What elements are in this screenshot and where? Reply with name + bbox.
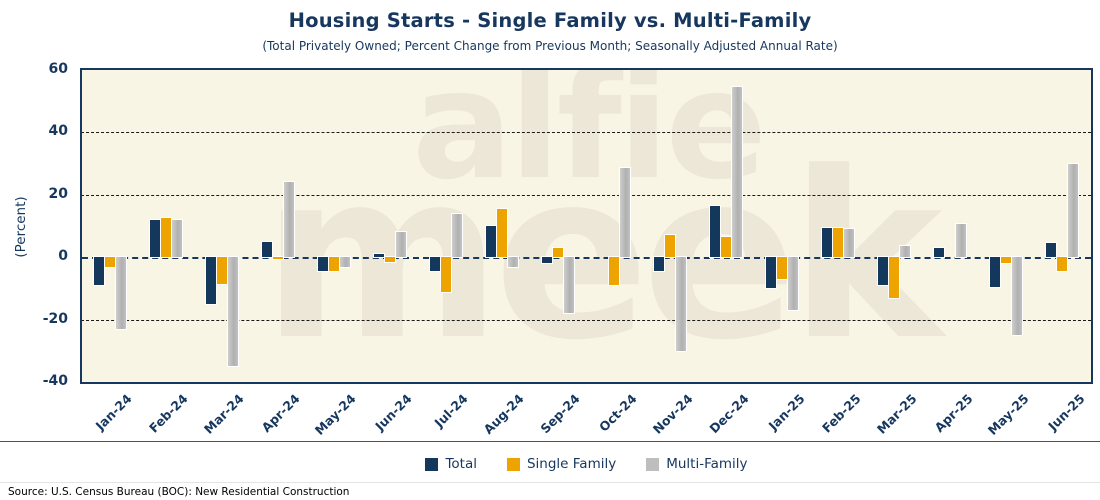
bar-single-family-nov-24 <box>664 234 677 259</box>
bar-total-dec-24 <box>709 204 722 259</box>
bar-multi-family-apr-25 <box>955 223 968 259</box>
bar-single-family-aug-24 <box>495 207 508 259</box>
bar-total-jul-24 <box>428 256 441 273</box>
chart-subtitle: (Total Privately Owned; Percent Change f… <box>262 39 838 53</box>
bar-total-sep-24 <box>540 256 553 265</box>
bar-single-family-dec-24 <box>720 235 733 259</box>
source-note: Source: U.S. Census Bureau (BOC): New Re… <box>8 486 350 498</box>
bar-total-jan-24 <box>92 256 105 287</box>
bar-multi-family-may-24 <box>338 256 351 268</box>
bar-single-family-apr-24 <box>271 256 284 260</box>
legend-source-separator <box>0 482 1100 483</box>
bar-multi-family-jun-24 <box>394 231 407 259</box>
bar-total-jun-24 <box>372 253 385 259</box>
y-tick-40: 40 <box>48 123 68 140</box>
bar-single-family-jul-24 <box>439 256 452 293</box>
legend-label: Total <box>445 456 477 472</box>
bar-multi-family-apr-24 <box>282 181 295 259</box>
y-tick-60: 60 <box>48 61 68 77</box>
legend-swatch-icon <box>646 457 660 471</box>
chart-title: Housing Starts - Single Family vs. Multi… <box>288 9 812 32</box>
bar-total-may-25 <box>989 256 1002 288</box>
chart-bottom-separator <box>0 441 1100 442</box>
bar-total-may-24 <box>316 256 329 273</box>
bar-single-family-feb-24 <box>159 217 172 259</box>
legend-item-total: Total <box>425 456 477 472</box>
bar-single-family-jan-24 <box>103 256 116 268</box>
bar-single-family-jun-24 <box>383 256 396 263</box>
bar-multi-family-jun-25 <box>1067 162 1080 259</box>
y-tick--40: -40 <box>42 373 68 389</box>
gridline-20 <box>82 194 1091 196</box>
y-axis-title: (Percent) <box>13 196 29 258</box>
bar-multi-family-feb-24 <box>170 218 183 259</box>
plot-area: alfie meek <box>82 70 1091 382</box>
bar-single-family-feb-25 <box>832 226 845 259</box>
bar-multi-family-sep-24 <box>562 256 575 315</box>
bar-multi-family-may-25 <box>1011 256 1024 337</box>
legend-swatch-icon <box>425 457 439 471</box>
bar-multi-family-nov-24 <box>675 256 688 352</box>
bar-multi-family-mar-25 <box>899 245 912 259</box>
y-tick--20: -20 <box>42 310 68 327</box>
bar-multi-family-mar-24 <box>226 256 239 368</box>
bar-total-mar-25 <box>877 256 890 287</box>
gridline--20 <box>82 319 1091 321</box>
bar-multi-family-jan-24 <box>114 256 127 330</box>
bar-multi-family-feb-25 <box>843 228 856 259</box>
legend: Total Single Family Multi-Family <box>82 456 1091 472</box>
bar-multi-family-aug-24 <box>506 256 519 268</box>
bar-multi-family-dec-24 <box>731 86 744 259</box>
bar-single-family-may-25 <box>1000 256 1013 265</box>
gridline-40 <box>82 132 1091 134</box>
bar-single-family-mar-25 <box>888 256 901 299</box>
bar-total-apr-24 <box>260 240 273 259</box>
legend-label: Multi-Family <box>666 456 748 472</box>
bar-multi-family-jan-25 <box>787 256 800 312</box>
bar-single-family-may-24 <box>327 256 340 273</box>
bar-single-family-oct-24 <box>608 256 621 287</box>
y-tick-0: 0 <box>58 248 68 265</box>
bar-total-feb-25 <box>821 226 834 259</box>
legend-swatch-icon <box>506 457 520 471</box>
bar-single-family-jan-25 <box>776 256 789 281</box>
bar-total-aug-24 <box>484 224 497 259</box>
y-tick-20: 20 <box>48 185 68 202</box>
bar-total-mar-24 <box>204 256 217 305</box>
legend-item-multi-family: Multi-Family <box>646 456 748 472</box>
bar-single-family-sep-24 <box>551 246 564 259</box>
bar-single-family-jun-25 <box>1056 256 1069 273</box>
bar-single-family-mar-24 <box>215 256 228 285</box>
legend-item-single-family: Single Family <box>506 456 617 472</box>
bar-total-feb-24 <box>148 218 161 259</box>
watermark-alfie: alfie <box>412 70 767 213</box>
bar-multi-family-oct-24 <box>619 167 632 259</box>
bar-total-nov-24 <box>653 256 666 273</box>
legend-label: Single Family <box>526 456 617 472</box>
bar-total-apr-25 <box>933 246 946 259</box>
bar-total-jun-25 <box>1045 242 1058 259</box>
bar-total-jan-25 <box>765 256 778 290</box>
zero-axis-line <box>82 257 1091 260</box>
bar-multi-family-jul-24 <box>450 212 463 259</box>
